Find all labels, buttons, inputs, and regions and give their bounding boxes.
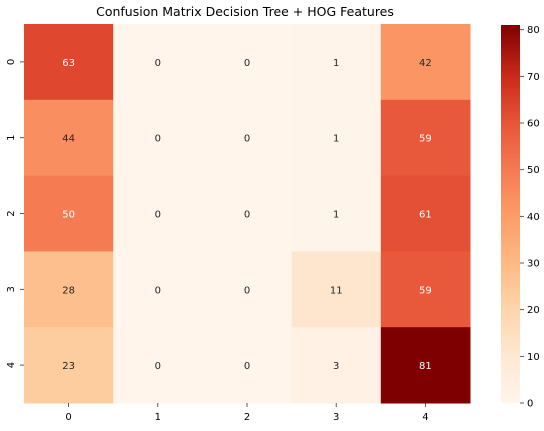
heatmap-cells: 63 0 0 1 42 44 0 0 1 59 50 0 0 1 61 28 0 0 11 59 23 0 0 3 81: [24, 24, 471, 404]
x-tick-label-1: 1: [155, 412, 161, 423]
heatmap-cell-r3-c4: [380, 251, 471, 328]
cell-annotation-r1-c3: 1: [333, 134, 339, 145]
cell-annotation-r1-c2: 0: [244, 134, 250, 145]
heatmap-cell-r1-c3: [291, 99, 382, 177]
colorbar-tick-label-8: 80: [527, 25, 540, 36]
colorbar-tick-label-7: 70: [527, 72, 540, 83]
heatmap-cell-r4-c0: [24, 327, 114, 404]
colorbar-tick-label-6: 60: [527, 119, 540, 130]
y-tick-label-2: 2: [6, 210, 17, 216]
colorbar-tick-label-4: 40: [527, 212, 540, 223]
cell-annotation-r1-c4: 59: [419, 134, 432, 145]
cell-annotation-r3-c1: 0: [155, 285, 161, 296]
heatmap-cell-r0-c0: [24, 24, 114, 101]
y-tick-label-3: 3: [6, 286, 17, 292]
colorbar-tick-label-3: 30: [527, 259, 540, 270]
colorbar-tick-label-1: 10: [527, 352, 540, 363]
x-tick-label-4: 4: [422, 412, 428, 423]
colorbar: [501, 25, 520, 403]
heatmap-cell-r2-c0: [24, 175, 114, 252]
cell-annotation-r3-c4: 59: [419, 285, 432, 296]
cell-annotation-r0-c3: 1: [333, 58, 339, 69]
heatmap-cell-r1-c2: [202, 99, 293, 177]
heatmap-cell-r0-c2: [202, 24, 293, 101]
cell-annotation-r4-c1: 0: [155, 361, 161, 372]
heatmap-cell-r1-c0: [24, 99, 114, 177]
cell-annotation-r0-c1: 0: [155, 58, 161, 69]
cell-annotation-r4-c3: 3: [333, 361, 339, 372]
cell-annotation-r2-c2: 0: [244, 210, 250, 221]
heatmap-cell-r2-c3: [291, 175, 382, 252]
cell-annotation-r2-c3: 1: [333, 210, 339, 221]
heatmap-cell-r2-c4: [380, 175, 471, 252]
chart-title: Confusion Matrix Decision Tree + HOG Fea…: [96, 4, 394, 19]
colorbar-tick-label-5: 50: [527, 165, 540, 176]
heatmap-cell-r0-c3: [291, 24, 382, 101]
colorbar-tick-label-2: 20: [527, 305, 540, 316]
heatmap-cell-r3-c0: [24, 251, 114, 328]
cell-annotation-r4-c0: 23: [62, 361, 75, 372]
heatmap-cell-r2-c2: [202, 175, 293, 252]
cell-annotation-r2-c0: 50: [62, 210, 75, 221]
cell-annotation-r4-c2: 0: [244, 361, 250, 372]
cell-annotation-r0-c4: 42: [419, 58, 432, 69]
heatmap-cell-r3-c2: [202, 251, 293, 328]
cell-annotation-r1-c0: 44: [62, 134, 75, 145]
colorbar-ticks: 0 10 20 30 40 50 60 70 80: [520, 25, 540, 410]
heatmap-cell-r0-c1: [113, 24, 203, 101]
colorbar-tick-label-0: 0: [527, 399, 533, 410]
cell-annotation-r0-c2: 0: [244, 58, 250, 69]
y-axis-ticks: 0 1 2 3 4: [6, 59, 24, 368]
heatmap-cell-r4-c1: [113, 327, 203, 404]
heatmap-cell-r3-c1: [113, 251, 203, 328]
cell-annotation-r2-c4: 61: [419, 210, 432, 221]
x-tick-label-3: 3: [333, 412, 339, 423]
heatmap-cell-r4-c3: [291, 327, 382, 404]
heatmap-cell-r2-c1: [113, 175, 203, 252]
cell-annotation-r3-c0: 28: [62, 285, 75, 296]
cell-annotation-r2-c1: 0: [155, 210, 161, 221]
colorbar-gradient: [501, 25, 520, 403]
x-tick-label-2: 2: [244, 412, 250, 423]
cell-annotation-r0-c0: 63: [62, 58, 75, 69]
cell-annotation-r4-c4: 81: [419, 361, 432, 372]
x-axis-ticks: 0 1 2 3 4: [65, 403, 429, 423]
cell-annotation-r3-c2: 0: [244, 285, 250, 296]
y-tick-label-1: 1: [6, 135, 17, 141]
heatmap-cell-r4-c2: [202, 327, 293, 404]
cell-annotation-r1-c1: 0: [155, 134, 161, 145]
heatmap-cell-r1-c4: [380, 99, 471, 177]
heatmap-cell-r0-c4: [380, 24, 471, 101]
heatmap-cell-r4-c4: [380, 327, 471, 404]
y-tick-label-0: 0: [6, 59, 17, 65]
heatmap-cell-r1-c1: [113, 99, 203, 177]
x-tick-label-0: 0: [65, 412, 71, 423]
heatmap-cell-r3-c3: [291, 251, 382, 328]
y-tick-label-4: 4: [6, 362, 17, 368]
cell-annotation-r3-c3: 11: [330, 285, 343, 296]
